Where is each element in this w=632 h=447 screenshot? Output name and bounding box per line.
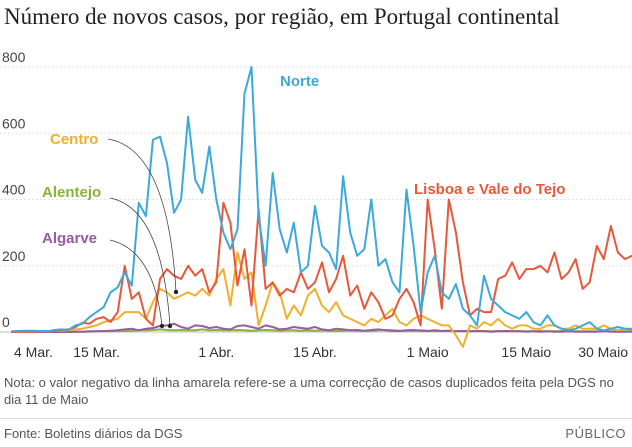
line-chart: 0 200 400 600 800 4 Mar. 15 Mar. 1 Abr. 15 Abr.… bbox=[0, 50, 632, 360]
y-tick-label: 800 bbox=[2, 50, 26, 65]
series-labels: Norte Lisboa e Vale do Tejo Centro Alentejo… bbox=[42, 73, 565, 247]
series-label-norte: Norte bbox=[280, 73, 319, 90]
callout-line-centro bbox=[107, 138, 177, 293]
x-tick-label: 15 Mar. bbox=[73, 344, 120, 360]
series-line-centro bbox=[11, 251, 632, 348]
x-tick-label: 1 Maio bbox=[407, 344, 449, 360]
x-tick-label: 15 Abr. bbox=[293, 344, 337, 360]
x-tick-label: 4 Mar. bbox=[14, 344, 53, 360]
source-credit: Fonte: Boletins diários da DGS bbox=[4, 426, 183, 441]
y-tick-label: 0 bbox=[2, 314, 10, 330]
x-axis-ticks: 4 Mar. 15 Mar. 1 Abr. 15 Abr. 1 Maio 15 Maio 3… bbox=[14, 344, 628, 360]
series-label-alentejo: Alentejo bbox=[42, 184, 101, 201]
series-line-lisboa-e-vale-do-tejo bbox=[11, 198, 632, 333]
callout-dot-centro bbox=[173, 289, 179, 295]
series-line-norte bbox=[11, 66, 632, 333]
series-line-algarve bbox=[11, 322, 632, 333]
x-tick-label: 30 Maio bbox=[578, 344, 628, 360]
publisher-logo: PÚBLICO bbox=[565, 426, 626, 441]
series-label-algarve: Algarve bbox=[42, 230, 97, 247]
callout-line-alentejo bbox=[109, 197, 171, 327]
footer-divider bbox=[0, 418, 632, 419]
callout-dot-alentejo bbox=[167, 323, 173, 329]
callout-dot-algarve bbox=[159, 323, 165, 329]
label-callouts bbox=[107, 138, 179, 329]
y-tick-label: 400 bbox=[2, 182, 26, 198]
series-label-lisboa-e-vale-do-tejo: Lisboa e Vale do Tejo bbox=[414, 181, 565, 198]
series-lines bbox=[11, 66, 632, 348]
y-tick-label: 200 bbox=[2, 248, 26, 264]
series-label-centro: Centro bbox=[50, 131, 98, 148]
x-tick-label: 1 Abr. bbox=[198, 344, 234, 360]
chart-title: Número de novos casos, por região, em Po… bbox=[4, 4, 560, 29]
x-tick-label: 15 Maio bbox=[501, 344, 551, 360]
callout-line-algarve bbox=[109, 239, 163, 327]
y-axis-ticks: 0 200 400 600 800 bbox=[2, 50, 26, 330]
chart-note: Nota: o valor negativo da linha amarela … bbox=[4, 375, 614, 407]
y-tick-label: 600 bbox=[2, 115, 26, 131]
